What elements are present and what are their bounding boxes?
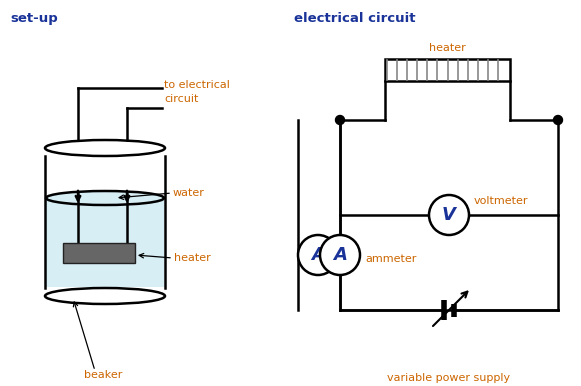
Text: voltmeter: voltmeter [474, 196, 529, 206]
Circle shape [429, 195, 469, 235]
Text: V: V [442, 206, 456, 224]
Circle shape [554, 115, 562, 125]
Text: heater: heater [174, 253, 211, 263]
Text: set-up: set-up [10, 12, 58, 25]
Text: beaker: beaker [84, 370, 122, 380]
Ellipse shape [46, 191, 164, 205]
Text: to electrical
circuit: to electrical circuit [164, 80, 230, 103]
Circle shape [335, 115, 345, 125]
Text: water: water [173, 188, 205, 198]
Text: heater: heater [429, 43, 466, 53]
Bar [63, 243, 135, 263]
Text: variable power supply: variable power supply [388, 373, 511, 383]
Text: electrical circuit: electrical circuit [294, 12, 415, 25]
Bar [46, 197, 164, 287]
Text: ammeter: ammeter [365, 254, 417, 264]
Bar [385, 59, 510, 81]
Text: A: A [333, 246, 347, 264]
Text: A: A [311, 246, 325, 264]
Circle shape [320, 235, 360, 275]
Circle shape [298, 235, 338, 275]
